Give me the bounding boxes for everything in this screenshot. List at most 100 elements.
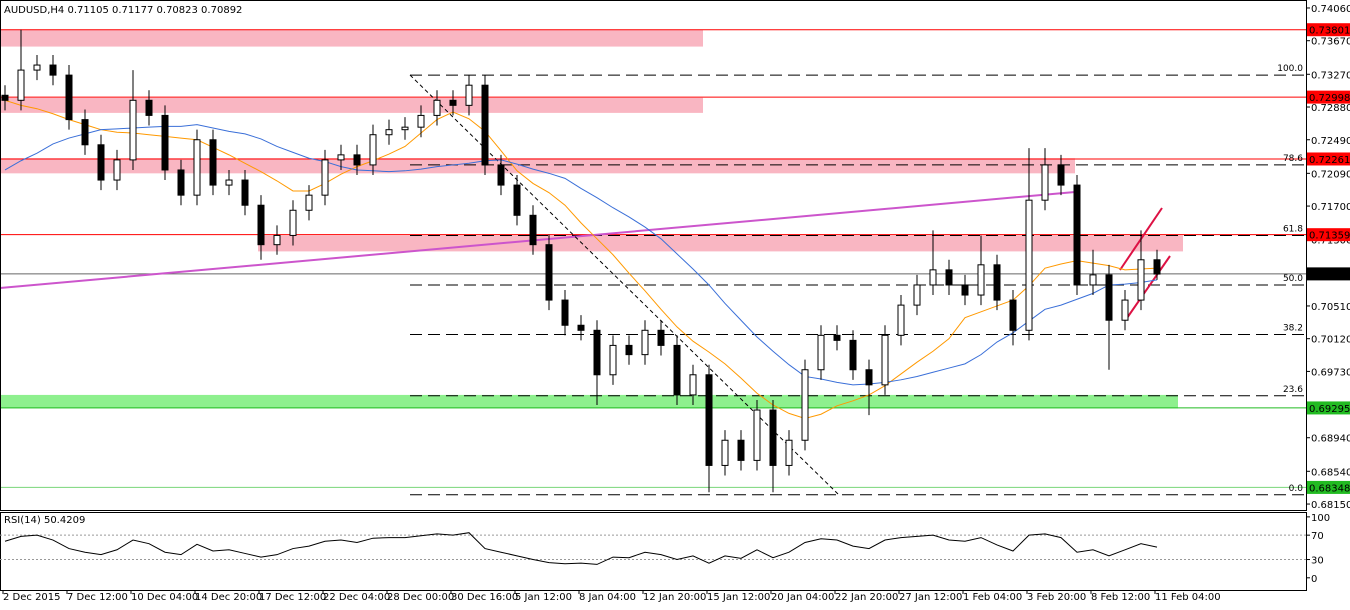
candle-body (161, 114, 169, 171)
x-tick-label: 8 Feb 12:00 (1091, 592, 1150, 603)
candle-body (849, 339, 857, 371)
fib-label: 50.0 (1283, 274, 1303, 284)
level-tag (1307, 90, 1350, 104)
y-tick-label: 0.70120 (1311, 335, 1350, 346)
level-tag (1307, 228, 1350, 242)
x-tick-label: 14 Dec 20:00 (195, 592, 262, 603)
x-tick-label: 27 Jan 12:00 (899, 592, 962, 603)
x-tick-label: 12 Jan 20:00 (643, 592, 706, 603)
main-frame (0, 0, 1307, 511)
candle-body (193, 139, 201, 196)
diagonal-line (409, 74, 839, 495)
candle-body (1105, 274, 1113, 321)
rsi-tick-label: 30 (1311, 556, 1324, 567)
level-label: 0.69295 (1309, 404, 1350, 415)
x-tick-label: 3 Feb 20:00 (1027, 592, 1086, 603)
candle-body (1137, 259, 1145, 301)
candle-body (33, 64, 41, 71)
x-tick-label: 22 Jan 20:00 (835, 592, 898, 603)
zone (0, 394, 1178, 409)
rsi-frame (0, 512, 1307, 591)
level-tag (1307, 267, 1350, 281)
level-tag (1307, 401, 1350, 415)
zones (0, 29, 1183, 409)
level-label: 0.72998 (1309, 93, 1350, 104)
candle-body (433, 99, 441, 116)
chart-title: AUDUSD,H4 0.71105 0.71177 0.70823 0.7089… (4, 5, 242, 16)
candle-body (417, 114, 425, 128)
candle-body (561, 299, 569, 326)
candle-body (929, 269, 937, 286)
candle-body (465, 84, 473, 106)
level-tag (1307, 480, 1350, 494)
candle-body (641, 329, 649, 356)
candle-body (1025, 199, 1033, 331)
candle-body (593, 329, 601, 376)
x-tick-label: 5 Jan 12:00 (515, 592, 572, 603)
candle-body (865, 369, 873, 386)
zone (0, 97, 703, 113)
y-tick-label: 0.73670 (1311, 37, 1350, 48)
level-label: 0.72261 (1309, 155, 1350, 166)
candle-body (993, 264, 1001, 301)
candle-body (369, 134, 377, 166)
candle-body (113, 159, 121, 181)
candle-body (385, 129, 393, 136)
candle-body (833, 334, 841, 341)
candle-body (145, 99, 153, 116)
candle-body (401, 126, 409, 131)
y-tick-label: 0.71700 (1311, 202, 1350, 213)
candle-body (1057, 164, 1065, 186)
rsi-tick-label: 100 (1311, 513, 1330, 524)
candle-body (209, 139, 217, 186)
rsi-tick-label: 0 (1311, 574, 1317, 585)
candle-body (177, 169, 185, 196)
candle-body (881, 334, 889, 386)
level-label: 0.70892 (1309, 270, 1350, 281)
x-tick-label: 1 Feb 04:00 (963, 592, 1022, 603)
candle-body (945, 269, 953, 286)
candle-body (513, 184, 521, 216)
fib-label: 38.2 (1283, 323, 1303, 333)
candle-body (545, 244, 553, 301)
candle-body (81, 119, 89, 146)
candle-body (1041, 164, 1049, 201)
candle-body (801, 369, 809, 441)
x-tick-label: 10 Dec 04:00 (131, 592, 198, 603)
level-label: 0.68348 (1309, 483, 1350, 494)
candles (1, 29, 1161, 493)
candle-body (913, 284, 921, 306)
fib-label: 100.0 (1277, 64, 1303, 74)
y-tick-label: 0.69730 (1311, 367, 1350, 378)
candle-body (497, 164, 505, 186)
candle-body (689, 374, 697, 396)
candle-body (785, 439, 793, 466)
y-tick-label: 0.68540 (1311, 467, 1350, 478)
candle-body (897, 304, 905, 336)
candle-body (257, 204, 265, 246)
x-tick-label: 8 Jan 04:00 (579, 592, 636, 603)
candle-body (657, 329, 665, 346)
y-tick-label: 0.72490 (1311, 136, 1350, 147)
candle-body (353, 154, 361, 166)
candle-body (49, 64, 57, 76)
candle-body (977, 264, 985, 296)
candle-body (1009, 299, 1017, 331)
candle-body (721, 439, 729, 466)
channel-lower (1126, 255, 1171, 319)
x-tick-label: 11 Feb 04:00 (1155, 592, 1221, 603)
x-tick-label: 28 Dec 00:00 (387, 592, 454, 603)
candle-body (273, 234, 281, 246)
candle-body (129, 99, 137, 161)
level-label: 0.71359 (1309, 231, 1350, 242)
candle-body (817, 334, 825, 371)
zone (258, 235, 1183, 252)
candle-body (1, 94, 9, 101)
candle-body (737, 439, 745, 461)
x-tick-label: 20 Jan 04:00 (771, 592, 834, 603)
candle-body (97, 144, 105, 181)
candle-body (225, 179, 233, 186)
trendline (0, 191, 1076, 289)
rsi-line (4, 532, 1158, 565)
